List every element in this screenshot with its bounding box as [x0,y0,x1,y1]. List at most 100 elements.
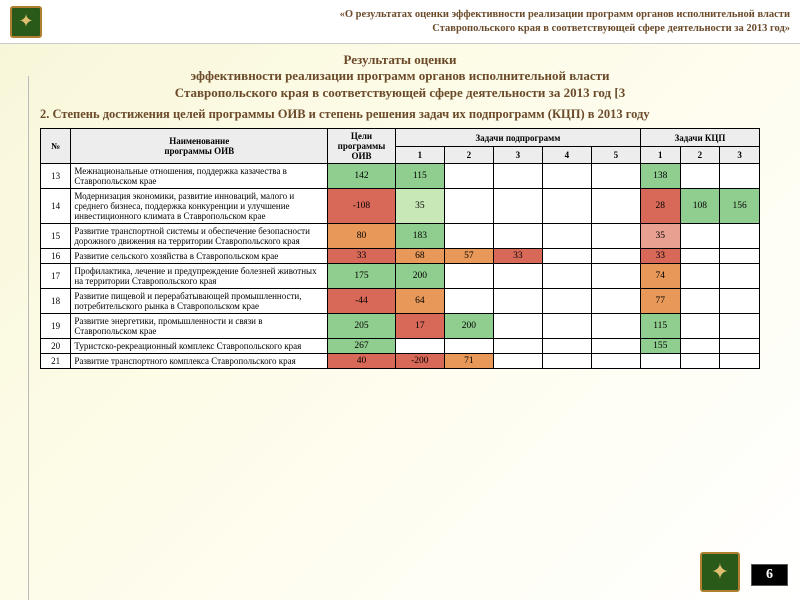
cell-kcp-1: 155 [640,339,680,354]
cell-sub-2 [444,339,493,354]
th-sub-4: 4 [542,146,591,164]
cell-sub-4 [542,164,591,189]
th-kcp-1: 1 [640,146,680,164]
cell-sub-4 [542,354,591,369]
cell-sub-5 [591,189,640,224]
cell-sub-2 [444,289,493,314]
header-bar: ✦ «О результатах оценки эффективности ре… [0,0,800,44]
cell-sub-4 [542,249,591,264]
cell-kcp-2 [680,249,720,264]
cell-sub-1: 35 [395,189,444,224]
cell-kcp-1: 74 [640,264,680,289]
cell-sub-4 [542,264,591,289]
cell-sub-3: 33 [493,249,542,264]
cell-sub-2 [444,189,493,224]
cell-kcp-1: 115 [640,314,680,339]
cell-sub-2 [444,264,493,289]
cell-kcp-2 [680,264,720,289]
subtitle: 2. Степень достижения целей программы ОИ… [40,107,760,123]
cell-kcp-3 [720,164,760,189]
cell-name: Развитие пищевой и перерабатывающей пром… [71,289,328,314]
table-row: 13Межнациональные отношения, поддержка к… [41,164,760,189]
cell-sub-1: -200 [395,354,444,369]
cell-kcp-2 [680,289,720,314]
table-row: 15Развитие транспортной системы и обеспе… [41,224,760,249]
table-body: 13Межнациональные отношения, поддержка к… [41,164,760,369]
cell-sub-3 [493,264,542,289]
cell-sub-3 [493,339,542,354]
cell-name: Развитие энергетики, промышленности и св… [71,314,328,339]
cell-sub-4 [542,339,591,354]
crest-icon: ✦ [10,6,42,38]
th-kcp-3: 3 [720,146,760,164]
table-row: 21Развитие транспортного комплекса Ставр… [41,354,760,369]
header-text: «О результатах оценки эффективности реал… [42,8,790,34]
title-line1: Результаты оценки [343,52,456,67]
cell-kcp-1: 138 [640,164,680,189]
cell-name: Межнациональные отношения, поддержка каз… [71,164,328,189]
th-goal: Цели программы ОИВ [328,129,396,164]
th-sub-2: 2 [444,146,493,164]
title-line3: Ставропольского края в соответствующей с… [175,85,625,100]
cell-goal: 80 [328,224,396,249]
cell-goal: 205 [328,314,396,339]
cell-sub-3 [493,354,542,369]
th-sub-3: 3 [493,146,542,164]
cell-sub-1: 115 [395,164,444,189]
cell-num: 17 [41,264,71,289]
cell-num: 16 [41,249,71,264]
cell-sub-2: 71 [444,354,493,369]
cell-kcp-1: 28 [640,189,680,224]
cell-num: 15 [41,224,71,249]
cell-sub-4 [542,224,591,249]
cell-name: Профилактика, лечение и предупреждение б… [71,264,328,289]
cell-goal: 40 [328,354,396,369]
cell-kcp-1: 33 [640,249,680,264]
th-kcp-group: Задачи КЦП [640,129,759,147]
table-row: 17Профилактика, лечение и предупреждение… [41,264,760,289]
cell-sub-5 [591,224,640,249]
cell-kcp-2 [680,339,720,354]
cell-num: 21 [41,354,71,369]
results-table: № Наименование программы ОИВ Цели програ… [40,128,760,369]
cell-name: Развитие транспортной системы и обеспече… [71,224,328,249]
table-row: 19Развитие энергетики, промышленности и … [41,314,760,339]
header-line1: «О результатах оценки эффективности реал… [340,9,790,20]
cell-sub-5 [591,164,640,189]
cell-goal: 33 [328,249,396,264]
cell-kcp-1: 77 [640,289,680,314]
cell-sub-3 [493,289,542,314]
cell-sub-4 [542,289,591,314]
cell-kcp-3: 156 [720,189,760,224]
table-row: 14Модернизация экономики, развитие иннов… [41,189,760,224]
header-line2: Ставропольского края в соответствующей с… [432,23,790,34]
cell-kcp-3 [720,264,760,289]
cell-kcp-3 [720,289,760,314]
table-row: 16Развитие сельского хозяйства в Ставроп… [41,249,760,264]
cell-num: 18 [41,289,71,314]
th-kcp-2: 2 [680,146,720,164]
cell-kcp-1 [640,354,680,369]
table-head: № Наименование программы ОИВ Цели програ… [41,129,760,164]
cell-sub-1: 64 [395,289,444,314]
cell-goal: 267 [328,339,396,354]
table-row: 20Туристско-рекреационный комплекс Ставр… [41,339,760,354]
cell-kcp-2 [680,164,720,189]
table-row: 18Развитие пищевой и перерабатывающей пр… [41,289,760,314]
cell-name: Модернизация экономики, развитие инновац… [71,189,328,224]
cell-sub-1: 68 [395,249,444,264]
cell-goal: 175 [328,264,396,289]
cell-sub-4 [542,189,591,224]
cell-sub-1 [395,339,444,354]
cell-sub-5 [591,354,640,369]
cell-kcp-2 [680,224,720,249]
cell-kcp-3 [720,249,760,264]
cell-kcp-2 [680,314,720,339]
cell-num: 20 [41,339,71,354]
cell-kcp-3 [720,224,760,249]
cell-name: Развитие сельского хозяйства в Ставропол… [71,249,328,264]
cell-sub-2: 57 [444,249,493,264]
title-line2: эффективности реализации программ органо… [191,68,610,83]
cell-name: Туристско-рекреационный комплекс Ставроп… [71,339,328,354]
page-number: 6 [751,564,788,586]
